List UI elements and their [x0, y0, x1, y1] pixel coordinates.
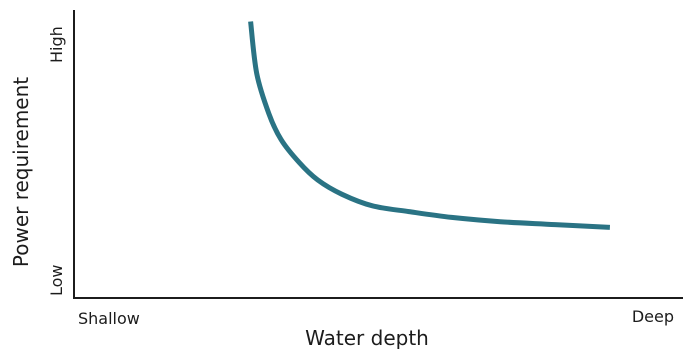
series-line	[248, 21, 611, 230]
x-tick-label-shallow: Shallow	[78, 309, 140, 328]
y-tick-label-high: High	[47, 26, 66, 63]
y-axis-title: Power requirement	[9, 77, 33, 267]
y-tick-label-low: Low	[47, 264, 66, 296]
x-axis-title: Water depth	[305, 326, 429, 349]
x-tick-label-deep: Deep	[632, 307, 674, 326]
